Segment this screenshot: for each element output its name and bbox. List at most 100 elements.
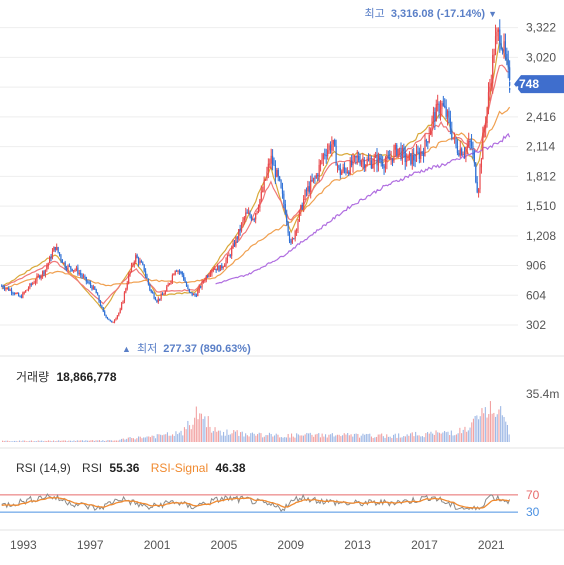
volume-bar: [474, 415, 476, 442]
candle-body: [470, 141, 473, 146]
candle-body: [331, 144, 333, 151]
volume-bar: [308, 433, 310, 442]
volume-bar: [194, 417, 196, 442]
volume-bar: [64, 440, 66, 442]
candle-body: [191, 292, 193, 296]
candle-body: [359, 160, 361, 165]
volume-bar: [81, 440, 83, 442]
volume-bar: [440, 433, 442, 442]
volume-bar: [30, 440, 32, 442]
volume-bar: [466, 431, 468, 442]
x-tick-label: 2001: [144, 538, 171, 552]
volume-bar: [311, 434, 313, 442]
volume-bar: [5, 440, 7, 442]
candle-body: [420, 151, 422, 159]
candle-body: [209, 273, 212, 275]
candle-body: [15, 293, 17, 295]
volume-bar: [418, 435, 420, 442]
rsi-signal-line: [1, 496, 510, 509]
volume-bar: [238, 435, 240, 442]
volume-bar: [406, 434, 408, 442]
volume-bar: [444, 431, 446, 442]
volume-bar: [175, 431, 177, 442]
candle-body: [177, 270, 179, 272]
candle-body: [271, 155, 274, 165]
volume-bar: [41, 440, 43, 442]
candle-body: [170, 280, 172, 284]
volume-bar: [364, 434, 366, 442]
volume-bar: [217, 430, 219, 442]
candle-body: [403, 147, 405, 151]
candle-body: [130, 264, 133, 272]
candle-body: [449, 118, 451, 130]
candle-body: [425, 140, 427, 142]
volume-bar: [379, 434, 381, 442]
candle-body: [105, 314, 107, 318]
volume-bar: [464, 426, 466, 442]
volume-bar: [234, 431, 236, 442]
candle-body: [212, 269, 214, 271]
candle-body: [311, 179, 313, 181]
candle-body: [509, 67, 511, 91]
candle-body: [260, 191, 262, 200]
candle-body: [407, 154, 409, 161]
volume-bar: [17, 441, 19, 442]
candle-body: [242, 219, 244, 224]
high-annotation: 최고 3,316.08 (-17.14%) ▼: [365, 7, 497, 20]
candle-body: [496, 31, 498, 37]
candle-body: [281, 187, 284, 194]
volume-bar: [350, 434, 352, 442]
candle-body: [351, 160, 353, 166]
candle-body: [504, 41, 507, 54]
candle-body: [44, 269, 47, 275]
volume-bar: [382, 436, 384, 442]
volume-bar: [51, 441, 53, 442]
volume-bar: [381, 433, 383, 442]
candle-body: [441, 103, 443, 109]
price-tick-label: 1,812: [526, 169, 556, 183]
volume-bar: [44, 440, 46, 442]
candle-body: [49, 256, 51, 263]
volume-bar: [285, 437, 287, 442]
candle-body: [332, 140, 334, 145]
candle-body: [353, 155, 356, 157]
candle-body: [480, 159, 483, 168]
candle-body: [65, 268, 68, 270]
volume-bar: [302, 435, 304, 442]
price-tick-label: 3,322: [526, 21, 556, 35]
volume-bar: [160, 434, 162, 442]
volume-bar: [442, 432, 444, 442]
candle-body: [85, 277, 87, 282]
volume-bar: [3, 440, 5, 442]
volume-bar: [168, 435, 170, 442]
candle-body: [338, 165, 340, 168]
candle-body: [63, 262, 65, 264]
candle-body: [246, 212, 248, 214]
volume-bar: [437, 432, 439, 442]
x-tick-label: 1997: [77, 538, 104, 552]
candle-body: [415, 151, 418, 162]
volume-bar: [313, 436, 315, 442]
candle-body: [280, 180, 282, 188]
volume-bar: [449, 435, 451, 442]
volume-axis-tick: 35.4m: [526, 387, 559, 401]
candle-body: [215, 268, 217, 271]
volume-bar: [357, 433, 359, 442]
volume-bar: [403, 436, 405, 442]
candle-body: [211, 270, 213, 274]
volume-bar: [36, 441, 38, 442]
candle-body: [308, 186, 310, 192]
candle-body: [238, 229, 240, 239]
candle-body: [92, 286, 94, 290]
volume-bar: [122, 438, 124, 442]
candle-body: [427, 141, 429, 143]
candle-body: [318, 164, 320, 177]
candle-body: [370, 160, 372, 169]
volume-bar: [326, 437, 328, 442]
volume-bar: [146, 436, 148, 442]
volume-bar: [207, 416, 209, 442]
candle-body: [104, 311, 106, 315]
candle-body: [22, 292, 24, 298]
candle-body: [192, 293, 195, 296]
candle-body: [239, 229, 241, 231]
